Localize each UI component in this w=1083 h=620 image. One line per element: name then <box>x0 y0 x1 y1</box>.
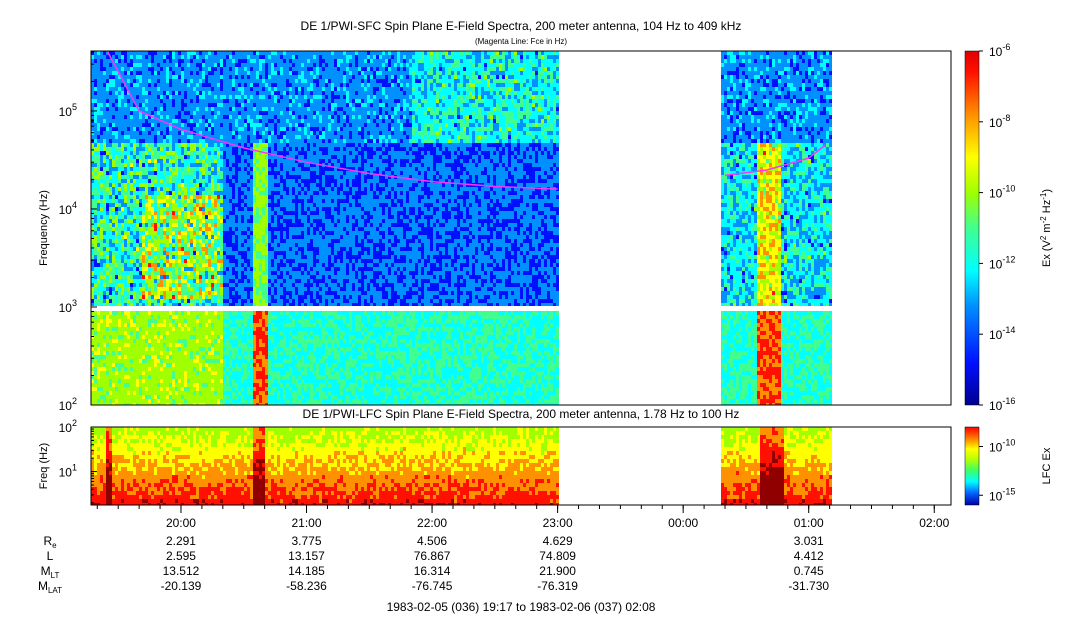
sfc-subtitle: (Magenta Line: Fce in Hz) <box>475 37 567 46</box>
ephem-value: 4.629 <box>543 534 573 548</box>
lfc-yticks-label-1: 102 <box>59 418 77 435</box>
ephem-value: 0.745 <box>794 564 824 578</box>
ephem-value: 16.314 <box>414 564 451 578</box>
time-tick-0: 20:00 <box>166 516 196 530</box>
time-axis: 20:00 21:00 22:00 23:00 00:00 01:00 02:00 <box>97 505 949 530</box>
ephem-label-0: Re <box>43 534 57 550</box>
ephem-label-3: MLAT <box>38 579 62 595</box>
ephem-value: -58.236 <box>286 579 327 593</box>
sfc-spectrogram <box>91 51 951 407</box>
time-range-footer: 1983-02-05 (036) 19:17 to 1983-02-06 (03… <box>387 600 656 614</box>
lfc-yticks-label-0: 101 <box>59 463 77 480</box>
lfc-title: DE 1/PWI-LFC Spin Plane E-Field Spectra,… <box>303 407 740 421</box>
ephem-value: 2.291 <box>166 534 196 548</box>
ephem-value: 13.157 <box>288 549 325 563</box>
sfc-cbticks-label-3: 10-10 <box>989 184 1015 201</box>
ephem-value: 3.775 <box>292 534 322 548</box>
ephem-value: 21.900 <box>539 564 576 578</box>
lfc-spectrogram <box>91 427 951 507</box>
sfc-cbticks-label-2: 10-12 <box>989 254 1015 271</box>
time-tick-2: 22:00 <box>417 516 447 530</box>
ephem-value: 76.867 <box>414 549 451 563</box>
ephem-label-1: L <box>47 549 54 563</box>
ephem-value: 74.809 <box>539 549 576 563</box>
sfc-title: DE 1/PWI-SFC Spin Plane E-Field Spectra,… <box>301 19 742 33</box>
sfc-yticks-label-2: 104 <box>59 200 77 217</box>
lfc-colorbar <box>965 427 979 505</box>
lfc-colorbar-label: LFC Ex <box>1041 447 1053 484</box>
sfc-colorbar-ticks: 10-16 10-14 10-12 10-10 10-8 10-6 <box>979 42 1015 413</box>
sfc-colorbar <box>965 51 979 405</box>
ephem-value: -76.745 <box>412 579 453 593</box>
sfc-yticks-label-3: 105 <box>59 102 77 119</box>
ephem-value: 13.512 <box>163 564 200 578</box>
ephem-value: 14.185 <box>288 564 325 578</box>
time-tick-4: 00:00 <box>668 516 698 530</box>
lfc-colorbar-ticks: 10-15 10-10 <box>979 438 1015 504</box>
ephem-value: 3.031 <box>794 534 824 548</box>
ephem-value: 2.595 <box>166 549 196 563</box>
lfc-ylabel: Freq (Hz) <box>38 443 50 489</box>
time-tick-5: 01:00 <box>794 516 824 530</box>
time-tick-6: 02:00 <box>919 516 949 530</box>
lfc-cbticks-label-0: 10-15 <box>989 486 1015 503</box>
ephem-value: 4.506 <box>417 534 447 548</box>
sfc-ylabel: Frequency (Hz) <box>38 190 50 266</box>
sfc-cbticks-label-1: 10-14 <box>989 325 1015 342</box>
lfc-cbticks-label-1: 10-10 <box>989 438 1015 455</box>
sfc-yticks-label-0: 102 <box>59 396 77 413</box>
sfc-cbticks-label-5: 10-6 <box>989 42 1010 59</box>
ephem-value: -20.139 <box>161 579 202 593</box>
ephem-label-2: MLT <box>41 564 60 580</box>
sfc-cbticks-label-4: 10-8 <box>989 113 1010 130</box>
ephem-value: 4.412 <box>794 549 824 563</box>
time-tick-3: 23:00 <box>543 516 573 530</box>
ephemeris-table: Re 2.291 3.775 4.506 4.629 3.031 L 2.595 13.157 7… <box>38 534 829 595</box>
sfc-cbticks-label-0: 10-16 <box>989 396 1015 413</box>
sfc-yticks-label-1: 103 <box>59 298 77 315</box>
time-tick-1: 21:00 <box>292 516 322 530</box>
ephem-value: -76.319 <box>537 579 578 593</box>
ephem-value: -31.730 <box>788 579 829 593</box>
sfc-colorbar-label: Ex (V2 m-2 Hz-1) <box>1039 189 1053 267</box>
